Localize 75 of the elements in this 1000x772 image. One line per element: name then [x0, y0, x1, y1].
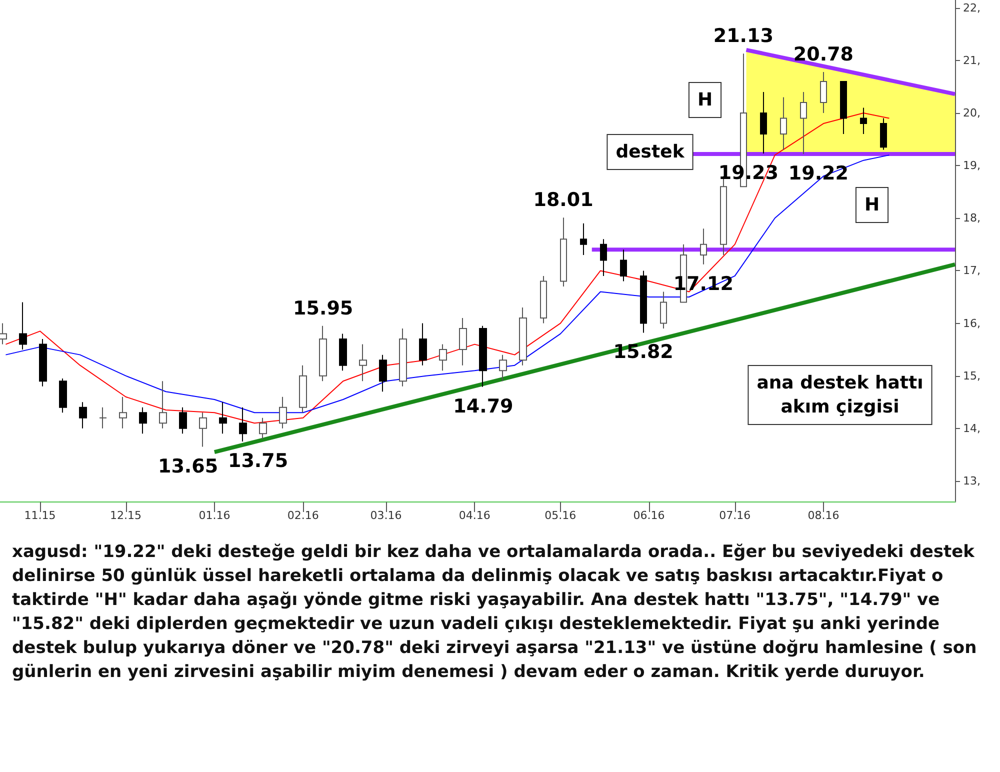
- x-tick-label: 12.15: [110, 509, 142, 522]
- candlestick: [499, 354, 507, 382]
- y-tick-label: 19,: [963, 159, 980, 172]
- candlestick: [19, 302, 27, 350]
- x-tick-label: 02.16: [287, 509, 319, 522]
- annotation: 13.65: [158, 455, 218, 478]
- y-tick-label: 17,: [963, 264, 980, 278]
- x-tick-label: 05.16: [544, 509, 576, 522]
- candlestick: [359, 344, 367, 382]
- y-tick-label: 14,: [963, 422, 980, 435]
- candlestick: [199, 412, 207, 448]
- annotation: 15.95: [293, 297, 354, 320]
- annotation: 21.13: [713, 25, 774, 48]
- candlestick: [580, 222, 587, 256]
- candlestick: [640, 270, 647, 334]
- candlestick: [820, 72, 827, 114]
- candlestick: [99, 406, 107, 429]
- candlestick: [780, 96, 787, 150]
- annotation: H: [864, 194, 880, 216]
- annotation: 20.78: [793, 44, 854, 66]
- candlestick: [760, 91, 767, 154]
- candlestick: [259, 417, 267, 440]
- candlestick: [700, 228, 707, 265]
- annotation: 13.75: [228, 450, 288, 472]
- candlestick: [59, 378, 67, 414]
- candlestick: [479, 325, 487, 388]
- candlestick: [39, 338, 47, 387]
- candlestick: [319, 325, 327, 382]
- y-tick-label: 18,: [963, 212, 980, 225]
- candlestick: [560, 217, 567, 287]
- annotation: destek: [616, 142, 686, 162]
- y-tick-label: 22,: [963, 1, 980, 14]
- candlestick: [660, 291, 667, 330]
- candlestick: [219, 402, 227, 434]
- candlestick: [439, 344, 447, 372]
- x-tick-label: 04.16: [458, 509, 490, 522]
- y-tick-label: 20,: [963, 106, 980, 120]
- candlestick: [119, 396, 127, 429]
- x-tick-label: 11.15: [24, 509, 56, 522]
- candlestick: [339, 333, 347, 372]
- y-tick-label: 16,: [963, 316, 980, 330]
- candlestick: [139, 406, 147, 434]
- x-tick-label: 07.16: [719, 509, 751, 522]
- candlestick: [519, 307, 527, 366]
- candlestick: [299, 364, 307, 414]
- candlestick: [179, 406, 187, 434]
- candlestick: [279, 396, 287, 429]
- annotation: 15.82: [613, 341, 674, 364]
- y-tick-label: 21,: [963, 54, 980, 67]
- candlestick: [399, 328, 407, 387]
- candlestick: [459, 318, 467, 366]
- candlestick: [620, 249, 627, 282]
- candlestick: [239, 406, 247, 442]
- text: xagusd: "19.22" deki desteğe geldi bir kez daha ve ortalamalarda orada.. Eğer bu seviyedeki destek delinirse 50 günlük üssel hareketli ortalama da delinmiş olacak ve satış baskısı artacaktır.Fiyat o taktirde "H" kadar daha aşağı yönde gitme riski yaşayabilir. Ana destek hattı "13.75", "14.79" ve "15.82" deki diplerden geçmektedir ve uzun vadeli çıkışı desteklemektedir. Fiyat şu anki yerinde destek bulup yukarıya döner ve "20.78" deki zirveyi aşarsa "21.13" ve üstüne doğru hamlesine ( son günlerin en yeni zirvesini aşabilir miyim denemesi ) devam eder o zaman. Kritik yerde duruyor.: [12, 541, 978, 684]
- x-tick-label: 08.16: [808, 509, 840, 522]
- candlestick: [159, 380, 167, 429]
- candlestick: [600, 238, 607, 276]
- y-tick-label: 15,: [963, 369, 980, 382]
- x-tick-label: 01.16: [198, 509, 230, 522]
- x-tick-label: 06.16: [633, 509, 665, 522]
- candlestick: [419, 322, 427, 366]
- candlestick: [880, 118, 887, 150]
- annotation: 14.79: [453, 395, 514, 418]
- candlestick: [540, 275, 547, 324]
- x-tick-label: 03.16: [370, 509, 402, 522]
- y-tick-label: 13,: [963, 474, 980, 488]
- candlestick: [379, 354, 387, 392]
- candlestick: [800, 91, 807, 155]
- candlestick: [0, 322, 7, 345]
- annotation: 18.01: [533, 189, 594, 212]
- candlestick: [79, 402, 87, 429]
- candlestick: [840, 80, 847, 135]
- annotation: H: [697, 90, 713, 110]
- candlestick: [860, 107, 867, 135]
- annotation: ana destek hattı akım çizgisi: [756, 372, 924, 418]
